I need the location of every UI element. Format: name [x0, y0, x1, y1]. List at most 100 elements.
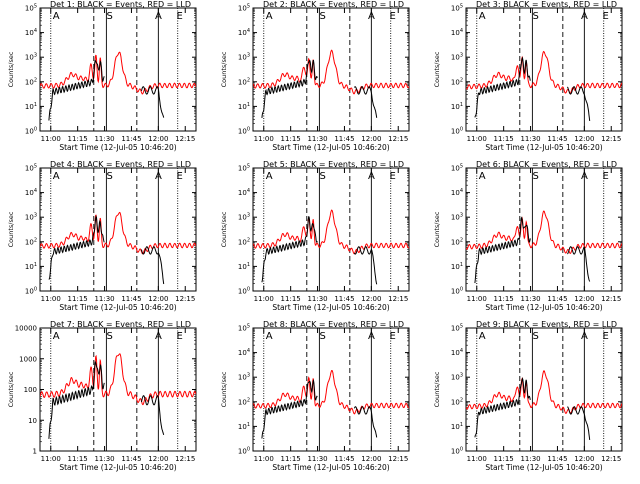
x-tick-label: 11:00 [41, 455, 61, 463]
event-marker-label: A [155, 11, 162, 22]
y-axis-label: Counts/sec [220, 51, 228, 87]
chart-panel-det-6: Det 6: BLACK = Events, RED = LLD 100 101 10… [433, 160, 623, 312]
series-line-red-lld [40, 51, 196, 95]
x-tick-label: 11:30 [94, 455, 114, 463]
chart-panel-det-7: Det 7: BLACK = Events, RED = LLD 1 10 100 10… [7, 320, 197, 472]
y-tick-label: 100 [24, 386, 37, 394]
x-tick-label: 12:00 [148, 135, 168, 143]
y-tick-label: 102 [25, 77, 37, 86]
chart-panel-det-5: Det 5: BLACK = Events, RED = LLD 100 101 10… [220, 160, 410, 312]
y-axis-label: Counts/sec [7, 51, 15, 87]
x-tick-label: 11:15 [68, 135, 88, 143]
y-tick-label: 102 [451, 77, 463, 86]
y-tick-label: 1000 [19, 355, 37, 363]
event-marker-label: A [266, 171, 273, 182]
y-tick-label: 104 [238, 188, 250, 197]
y-tick-label: 101 [451, 422, 463, 431]
event-marker-label: A [479, 11, 486, 22]
x-axis-label: Start Time (12-Jul-05 10:46:20) [59, 463, 176, 472]
event-marker-label: A [155, 331, 162, 342]
series-line-red-lld [40, 353, 196, 406]
x-tick-label: 11:45 [121, 455, 141, 463]
y-axis-label: Counts/sec [220, 371, 228, 407]
x-tick-label: 11:00 [467, 295, 487, 303]
event-marker-label: A [581, 171, 588, 182]
x-tick-label: 11:00 [254, 135, 274, 143]
x-tick-label: 11:45 [121, 135, 141, 143]
series-line-black-events [474, 377, 591, 440]
x-tick-label: 11:30 [307, 295, 327, 303]
panel-title: Det 6: BLACK = Events, RED = LLD [476, 160, 617, 169]
event-marker-label: S [533, 331, 539, 342]
series-line-black-events [48, 215, 165, 285]
y-tick-label: 104 [238, 28, 250, 37]
y-tick-label: 102 [238, 237, 250, 246]
panel-title: Det 9: BLACK = Events, RED = LLD [476, 320, 617, 329]
y-tick-label: 100 [25, 127, 37, 136]
event-marker-label: E [176, 331, 182, 342]
chart-panel-det-2: Det 2: BLACK = Events, RED = LLD 100 101 10… [220, 0, 410, 152]
y-tick-label: 103 [451, 53, 463, 62]
y-tick-label: 103 [25, 53, 37, 62]
y-tick-label: 105 [238, 324, 250, 333]
panel-title: Det 8: BLACK = Events, RED = LLD [263, 320, 404, 329]
y-tick-label: 104 [451, 188, 463, 197]
y-tick-label: 1 [33, 448, 37, 456]
x-tick-label: 12:00 [148, 295, 168, 303]
event-marker-label: A [479, 171, 486, 182]
chart-panel-det-3: Det 3: BLACK = Events, RED = LLD 100 101 10… [433, 0, 623, 152]
chart-panel-det-8: Det 8: BLACK = Events, RED = LLD 100 101 10… [220, 320, 410, 472]
x-axis-label: Start Time (12-Jul-05 10:46:20) [272, 143, 389, 152]
event-marker-label: A [266, 331, 273, 342]
series-line-red-lld [253, 370, 409, 415]
y-tick-label: 100 [238, 127, 250, 136]
series-line-black-events [261, 215, 378, 285]
y-axis-label: Counts/sec [433, 211, 441, 247]
y-tick-label: 101 [238, 102, 250, 111]
x-axis-label: Start Time (12-Jul-05 10:46:20) [485, 143, 602, 152]
y-tick-label: 102 [451, 237, 463, 246]
y-tick-label: 104 [451, 28, 463, 37]
chart-panel-det-4: Det 4: BLACK = Events, RED = LLD 100 101 10… [7, 160, 197, 312]
y-tick-label: 101 [25, 102, 37, 111]
y-axis-label: Counts/sec [220, 211, 228, 247]
event-marker-label: A [368, 171, 375, 182]
event-marker-label: A [53, 11, 60, 22]
y-tick-label: 102 [238, 77, 250, 86]
x-tick-label: 11:45 [334, 295, 354, 303]
event-marker-label: S [107, 331, 113, 342]
x-tick-label: 11:00 [467, 135, 487, 143]
series-line-black-events [474, 56, 591, 121]
y-tick-label: 104 [238, 348, 250, 357]
x-tick-label: 12:15 [601, 295, 621, 303]
event-marker-label: A [581, 331, 588, 342]
x-tick-label: 11:15 [68, 295, 88, 303]
x-tick-label: 11:30 [520, 455, 540, 463]
series-line-black-events [48, 360, 165, 439]
event-marker-label: S [533, 171, 539, 182]
x-axis-label: Start Time (12-Jul-05 10:46:20) [485, 463, 602, 472]
y-axis-label: Counts/sec [433, 371, 441, 407]
plot-frame [39, 167, 197, 292]
series-line-black-events [261, 379, 378, 439]
series-line-red-lld [253, 209, 409, 255]
x-axis-label: Start Time (12-Jul-05 10:46:20) [59, 143, 176, 152]
x-tick-label: 12:00 [574, 455, 594, 463]
panel-title: Det 5: BLACK = Events, RED = LLD [263, 160, 404, 169]
x-tick-label: 11:00 [41, 295, 61, 303]
event-marker-label: S [320, 171, 326, 182]
plot-frame [465, 327, 623, 452]
event-marker-label: E [389, 11, 395, 22]
x-tick-label: 11:45 [334, 455, 354, 463]
x-tick-label: 11:15 [281, 135, 301, 143]
panel-title: Det 4: BLACK = Events, RED = LLD [50, 160, 191, 169]
y-tick-label: 100 [25, 287, 37, 296]
event-marker-label: A [155, 171, 162, 182]
plot-frame [39, 327, 197, 452]
x-tick-label: 11:15 [494, 295, 514, 303]
y-tick-label: 103 [238, 53, 250, 62]
y-tick-label: 100 [238, 287, 250, 296]
x-tick-label: 11:45 [334, 135, 354, 143]
x-tick-label: 12:15 [175, 295, 195, 303]
